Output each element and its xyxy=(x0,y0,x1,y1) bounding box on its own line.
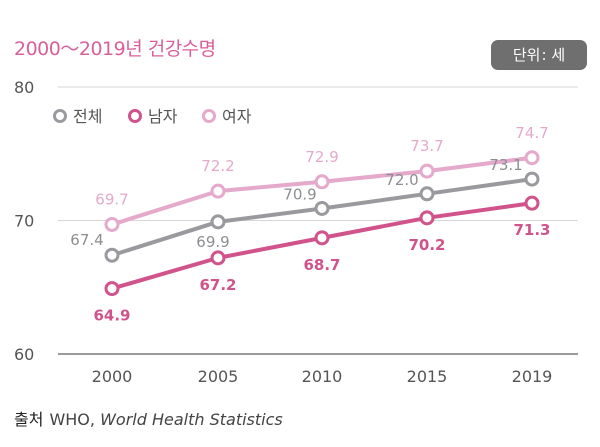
data-point-male xyxy=(210,250,226,266)
data-label-total: 69.9 xyxy=(196,233,229,251)
data-label-female: 74.7 xyxy=(515,124,548,142)
data-label-female: 72.2 xyxy=(201,157,234,175)
x-tick-label: 2015 xyxy=(407,367,448,386)
unit-badge: 단위: 세 xyxy=(491,40,587,70)
source-publication: World Health Statistics xyxy=(100,410,283,429)
chart-title: 2000～2019년 건강수명 xyxy=(14,38,216,60)
data-label-total: 67.4 xyxy=(70,231,103,249)
data-label-total: 73.1 xyxy=(489,156,522,174)
unit-label: 단위 xyxy=(512,46,541,64)
x-tick-label: 2005 xyxy=(198,367,239,386)
data-point-male xyxy=(104,281,120,297)
y-tick-label: 80 xyxy=(14,78,34,97)
x-tick-label: 2010 xyxy=(302,367,343,386)
unit-value: 세 xyxy=(551,46,566,64)
data-label-female: 73.7 xyxy=(410,137,443,155)
data-label-male: 67.2 xyxy=(199,276,236,294)
legend-marker-female xyxy=(202,109,216,123)
data-label-female: 69.7 xyxy=(95,191,128,209)
source-label: 출처 xyxy=(14,410,44,429)
data-label-male: 68.7 xyxy=(303,256,340,274)
data-label-male: 70.2 xyxy=(408,236,445,254)
data-point-female xyxy=(104,217,120,233)
source-org: WHO, xyxy=(49,410,95,429)
data-point-male xyxy=(314,230,330,246)
legend-marker-male xyxy=(128,109,142,123)
data-label-total: 72.0 xyxy=(385,171,418,189)
y-tick-label: 70 xyxy=(14,212,34,231)
data-label-male: 71.3 xyxy=(513,221,550,239)
data-label-total: 70.9 xyxy=(283,185,316,203)
data-point-total xyxy=(524,171,540,187)
x-tick-label: 2000 xyxy=(92,367,133,386)
y-tick-label: 60 xyxy=(14,345,34,364)
legend-label-male: 남자 xyxy=(148,107,178,126)
data-point-male xyxy=(419,210,435,226)
legend-label-total: 전체 xyxy=(73,107,102,126)
data-point-female xyxy=(419,163,435,179)
data-point-female xyxy=(210,183,226,199)
data-point-total xyxy=(419,186,435,202)
data-point-male xyxy=(524,195,540,211)
data-label-female: 72.9 xyxy=(305,148,338,166)
data-label-male: 64.9 xyxy=(93,307,130,325)
data-point-total xyxy=(210,214,226,230)
x-tick-label: 2019 xyxy=(512,367,553,386)
legend-label-female: 여자 xyxy=(222,107,252,126)
source-note: 출처 WHO, World Health Statistics xyxy=(14,406,283,430)
legend-marker-total xyxy=(53,109,67,123)
data-point-female xyxy=(524,150,540,166)
data-point-total xyxy=(314,200,330,216)
data-point-total xyxy=(104,247,120,263)
data-point-female xyxy=(314,174,330,190)
